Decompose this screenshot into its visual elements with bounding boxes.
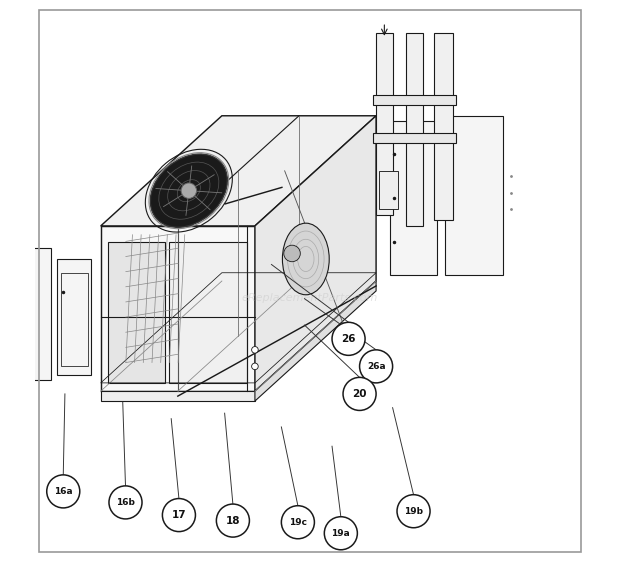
- Polygon shape: [100, 226, 255, 391]
- Ellipse shape: [282, 223, 329, 294]
- Polygon shape: [100, 116, 376, 226]
- Polygon shape: [56, 259, 91, 375]
- Text: 17: 17: [172, 510, 186, 520]
- Circle shape: [360, 350, 392, 383]
- Polygon shape: [169, 242, 247, 383]
- Polygon shape: [445, 116, 503, 275]
- Polygon shape: [390, 121, 436, 275]
- Polygon shape: [434, 33, 453, 220]
- Polygon shape: [379, 171, 398, 210]
- Polygon shape: [406, 33, 423, 226]
- Circle shape: [281, 506, 314, 539]
- Circle shape: [181, 183, 197, 198]
- Circle shape: [332, 323, 365, 355]
- Text: 19a: 19a: [332, 529, 350, 538]
- Ellipse shape: [150, 154, 228, 227]
- Polygon shape: [373, 95, 456, 105]
- Text: 16a: 16a: [54, 487, 73, 496]
- Circle shape: [397, 495, 430, 528]
- Polygon shape: [255, 116, 376, 391]
- Circle shape: [324, 516, 357, 550]
- Circle shape: [46, 475, 80, 508]
- Circle shape: [216, 504, 249, 537]
- Text: 18: 18: [226, 515, 240, 525]
- Polygon shape: [373, 133, 456, 143]
- Circle shape: [109, 486, 142, 519]
- Polygon shape: [21, 248, 51, 380]
- Polygon shape: [100, 391, 255, 401]
- Circle shape: [162, 498, 195, 532]
- Text: 26: 26: [341, 334, 356, 344]
- Text: 26a: 26a: [367, 362, 386, 371]
- Circle shape: [252, 347, 258, 353]
- Circle shape: [284, 245, 300, 262]
- Text: 19b: 19b: [404, 507, 423, 516]
- Polygon shape: [255, 281, 376, 401]
- Circle shape: [252, 363, 258, 370]
- Text: 16b: 16b: [116, 498, 135, 507]
- Text: 20: 20: [352, 389, 367, 399]
- Circle shape: [343, 378, 376, 410]
- Polygon shape: [108, 242, 166, 383]
- Text: 19c: 19c: [289, 518, 307, 527]
- Text: eReplacementParts.com: eReplacementParts.com: [242, 293, 378, 302]
- Polygon shape: [376, 33, 392, 215]
